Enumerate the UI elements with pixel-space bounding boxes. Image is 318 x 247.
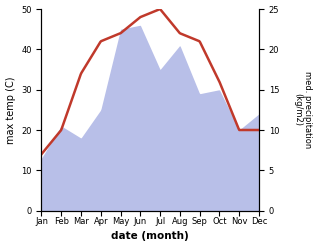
Y-axis label: med. precipitation
(kg/m2): med. precipitation (kg/m2) <box>293 71 313 148</box>
Y-axis label: max temp (C): max temp (C) <box>5 76 16 144</box>
X-axis label: date (month): date (month) <box>111 231 189 242</box>
